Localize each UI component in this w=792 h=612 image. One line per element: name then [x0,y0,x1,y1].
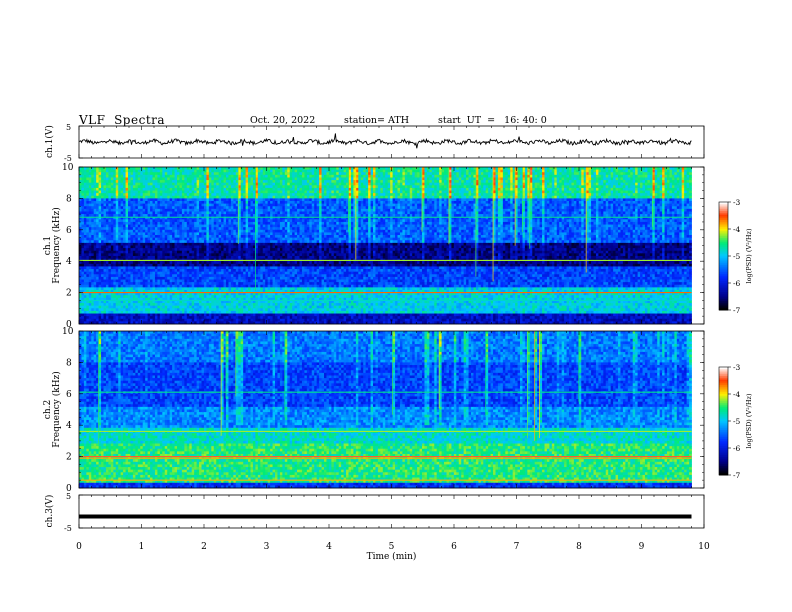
ch1-colorbar-tick-label: -7 [733,306,741,315]
ch2-ytick-label: 6 [66,390,72,400]
ch2-colorbar-tick-label: -3 [733,363,741,372]
ch2-ytick-label: 4 [66,421,72,431]
x-axis-label: Time (min) [367,551,417,562]
ch2-colorbar [719,367,728,476]
ch1-ytick-label: 6 [66,226,72,236]
ch2-colorbar-tick-label: -4 [733,390,741,399]
ch1-colorbar-tick-label: -6 [733,279,741,288]
ch2-colorbar-tick-label: -7 [733,471,741,480]
ch1-ytick-label: 8 [66,194,72,204]
x-tick-label: 0 [76,542,82,552]
ch2-ytick-label: 10 [62,327,74,337]
ch2-image [79,331,692,488]
ch1-colorbar-tick-label: -4 [733,225,741,234]
ch3-ytick-label: 5 [66,492,71,501]
ch3-ytick-label: -5 [64,524,72,533]
x-tick-label: 10 [698,542,710,552]
ch3-waveform-frame [79,495,704,528]
ch1-ylabel-frequency: Frequency (kHz) [51,207,62,284]
ch1-ytick-label: 5 [66,123,71,132]
ch1-ytick-label: -5 [64,154,72,163]
ch1-ytick-label: 4 [66,257,72,267]
x-tick-label: 7 [514,542,520,552]
x-tick-label: 2 [201,542,207,552]
x-tick-label: 9 [639,542,645,552]
ch1-ytick-label: 2 [66,289,72,299]
ch1-colorbar-tick-label: -3 [733,198,741,207]
ch1-ylabel: ch.1(V) [44,125,55,158]
ch1-waveform-line [79,133,692,148]
ch2-colorbar-label: log(PSD) (V²/Hz) [745,393,753,448]
ch2-ytick-label: 2 [66,453,72,463]
ch1-ytick-label: 10 [62,163,74,173]
ch1-colorbar-tick-label: -5 [733,252,741,261]
ch1-colorbar [719,202,728,311]
x-tick-label: 5 [389,542,395,552]
x-tick-label: 3 [264,542,270,552]
ch2-colorbar-tick-label: -6 [733,444,741,453]
ch2-ytick-label: 8 [66,358,72,368]
ch2-colorbar-tick-label: -5 [733,417,741,426]
x-tick-label: 8 [576,542,582,552]
x-tick-label: 4 [326,542,332,552]
x-tick-label: 6 [451,542,457,552]
ch2-ylabel-frequency: Frequency (kHz) [51,371,62,448]
ch1-colorbar-label: log(PSD) (V²/Hz) [745,228,753,283]
ch3-ylabel: ch.3(V) [44,495,55,528]
x-tick-label: 1 [139,542,145,552]
